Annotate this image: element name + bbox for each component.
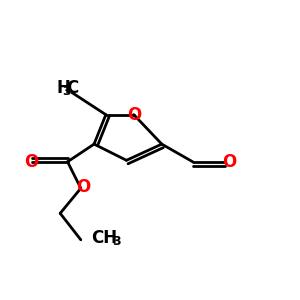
Text: O: O (24, 153, 38, 171)
Text: 3: 3 (112, 236, 121, 248)
Text: CH: CH (91, 229, 117, 247)
Text: H: H (57, 79, 70, 97)
Text: O: O (222, 153, 237, 171)
Text: 3: 3 (62, 85, 71, 98)
Text: C: C (66, 79, 79, 97)
Text: O: O (76, 178, 90, 196)
Text: O: O (127, 106, 141, 124)
